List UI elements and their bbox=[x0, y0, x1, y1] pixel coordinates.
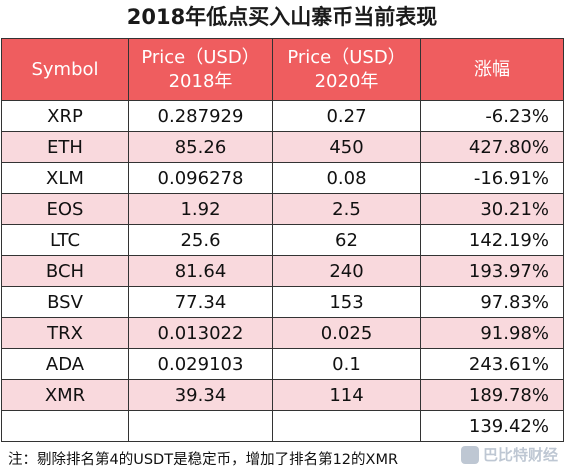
cell-symbol: EOS bbox=[1, 193, 129, 225]
cell-change: 189.78% bbox=[420, 379, 564, 411]
table-row: LTC 25.6 62 142.19% bbox=[1, 224, 564, 256]
cell-price-2020: 0.08 bbox=[272, 162, 421, 194]
cell-price-2018: 85.26 bbox=[128, 131, 273, 163]
cell-change: 427.80% bbox=[420, 131, 564, 163]
cell-price-2020: 114 bbox=[272, 379, 421, 411]
watermark: 巴比特财经 bbox=[460, 444, 558, 465]
cell-change: 193.97% bbox=[420, 255, 564, 287]
cell-price-2018: 39.34 bbox=[128, 379, 273, 411]
cell-change: -16.91% bbox=[420, 162, 564, 194]
cell-symbol bbox=[1, 410, 129, 442]
table-row: XMR 39.34 114 189.78% bbox=[1, 379, 564, 411]
table-row: ETH 85.26 450 427.80% bbox=[1, 131, 564, 163]
header-price-2018: Price（USD） 2018年 bbox=[128, 38, 273, 101]
footnote: 注：剔除排名第4的USDT是稳定币，增加了排名第12的XMR bbox=[8, 452, 399, 468]
table-row: BSV 77.34 153 97.83% bbox=[1, 286, 564, 318]
cell-price-2020: 62 bbox=[272, 224, 421, 256]
cell-price-2018 bbox=[128, 410, 273, 442]
cell-change: 30.21% bbox=[420, 193, 564, 225]
cell-price-2020: 153 bbox=[272, 286, 421, 318]
cell-symbol: BSV bbox=[1, 286, 129, 318]
total-row: 139.42% bbox=[1, 410, 564, 442]
table-row: EOS 1.92 2.5 30.21% bbox=[1, 193, 564, 225]
cell-price-2018: 0.029103 bbox=[128, 348, 273, 380]
table-row: ADA 0.029103 0.1 243.61% bbox=[1, 348, 564, 380]
cell-price-2018: 0.013022 bbox=[128, 317, 273, 349]
cell-price-2018: 0.096278 bbox=[128, 162, 273, 194]
cell-symbol: XRP bbox=[1, 100, 129, 132]
cell-price-2020: 0.1 bbox=[272, 348, 421, 380]
page-title: 2018年低点买入山寨币当前表现 bbox=[126, 5, 438, 29]
cell-symbol: XLM bbox=[1, 162, 129, 194]
cell-symbol: TRX bbox=[1, 317, 129, 349]
cell-change: 91.98% bbox=[420, 317, 564, 349]
header-price-2020: Price（USD） 2020年 bbox=[272, 38, 421, 101]
cell-price-2020 bbox=[272, 410, 421, 442]
cell-change: -6.23% bbox=[420, 100, 564, 132]
header-row: Symbol Price（USD） 2018年 Price（USD） 2020年… bbox=[1, 38, 564, 101]
cell-change: 97.83% bbox=[420, 286, 564, 318]
cell-average-change: 139.42% bbox=[420, 410, 564, 442]
table-row: TRX 0.013022 0.025 91.98% bbox=[1, 317, 564, 349]
watermark-text: 巴比特财经 bbox=[482, 446, 558, 464]
header-symbol: Symbol bbox=[1, 38, 129, 101]
cell-price-2018: 81.64 bbox=[128, 255, 273, 287]
cell-price-2018: 1.92 bbox=[128, 193, 273, 225]
cell-price-2020: 0.025 bbox=[272, 317, 421, 349]
cell-symbol: BCH bbox=[1, 255, 129, 287]
cell-symbol: ADA bbox=[1, 348, 129, 380]
table-row: XLM 0.096278 0.08 -16.91% bbox=[1, 162, 564, 194]
cell-price-2020: 240 bbox=[272, 255, 421, 287]
cell-symbol: LTC bbox=[1, 224, 129, 256]
cell-price-2018: 0.287929 bbox=[128, 100, 273, 132]
cell-price-2020: 450 bbox=[272, 131, 421, 163]
table-row: XRP 0.287929 0.27 -6.23% bbox=[1, 100, 564, 132]
cell-symbol: XMR bbox=[1, 379, 129, 411]
cell-price-2020: 0.27 bbox=[272, 100, 421, 132]
cell-change: 142.19% bbox=[420, 224, 564, 256]
cell-change: 243.61% bbox=[420, 348, 564, 380]
table-row: BCH 81.64 240 193.97% bbox=[1, 255, 564, 287]
price-table: Symbol Price（USD） 2018年 Price（USD） 2020年… bbox=[1, 38, 564, 442]
cell-price-2018: 77.34 bbox=[128, 286, 273, 318]
brand-logo-icon bbox=[460, 445, 479, 464]
cell-symbol: ETH bbox=[1, 131, 129, 163]
cell-price-2020: 2.5 bbox=[272, 193, 421, 225]
header-change: 涨幅 bbox=[420, 38, 564, 101]
cell-price-2018: 25.6 bbox=[128, 224, 273, 256]
